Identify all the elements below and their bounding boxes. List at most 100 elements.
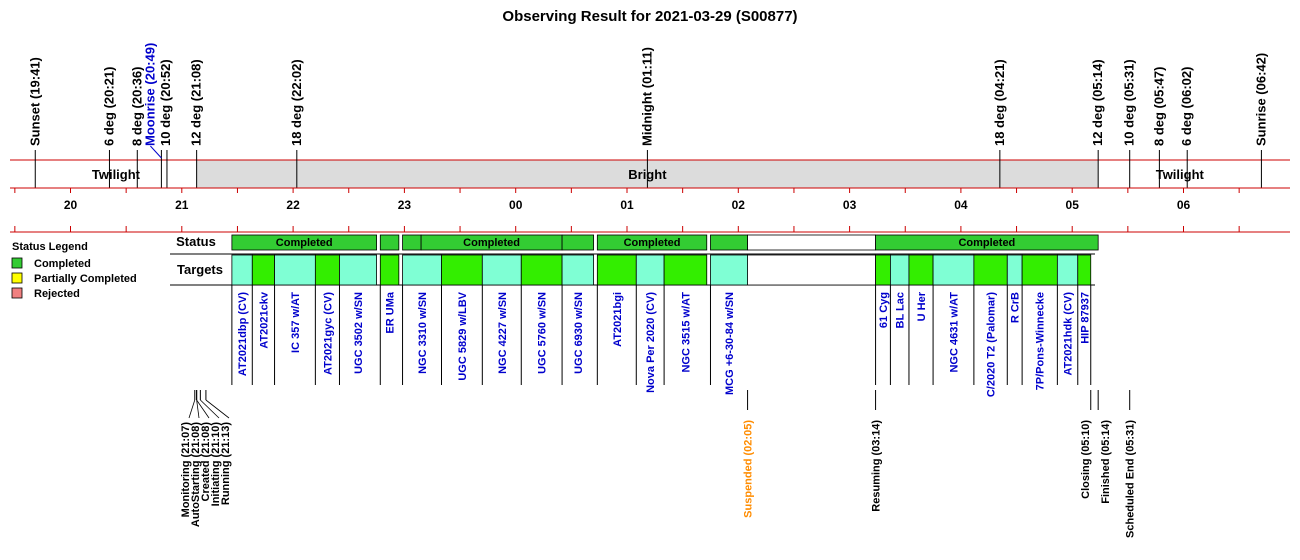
status-label-3: Completed	[463, 237, 520, 249]
sky-period-label-0: Twilight	[92, 167, 141, 182]
ops-label-1: AutoStarting (21:08)	[190, 422, 202, 527]
sky-event-label-4: 10 deg (20:52)	[158, 59, 173, 146]
status-block-2	[402, 234, 422, 251]
sky-event-label-3: Moonrise (20:49)	[142, 43, 157, 146]
target-label-14: MCG +6-30-84 w/SN	[724, 292, 736, 395]
legend-label-0: Completed	[34, 258, 91, 270]
target-block-8	[481, 254, 522, 286]
targets-row-label: Targets	[177, 262, 223, 277]
legend-label-2: Rejected	[34, 288, 80, 300]
target-label-13: NGC 3515 w/AT	[680, 292, 692, 373]
sky-event-label-7: Midnight (01:11)	[639, 47, 654, 146]
target-block-0	[231, 254, 253, 286]
status-legend: Status Legend Completed Partially Complete…	[11, 241, 137, 300]
target-label-18: NGC 4631 w/AT	[948, 292, 960, 373]
sky-period-2	[1098, 160, 1262, 188]
target-label-9: UGC 5760 w/SN	[537, 292, 549, 374]
sky-event-label-10: 10 deg (05:31)	[1122, 59, 1137, 146]
ops-label-7: Closing (05:10)	[1080, 420, 1092, 499]
status-block-7	[747, 234, 876, 251]
status-row: Completed Completed Completed Completed	[231, 234, 1099, 251]
chart-title: Observing Result for 2021-03-29 (S00877)	[502, 8, 797, 25]
hour-tick-label-0: 20	[64, 198, 78, 212]
target-block-16	[890, 254, 910, 286]
target-label-3: AT2021gyc (CV)	[322, 292, 334, 375]
status-label-8: Completed	[958, 237, 1015, 249]
legend-swatch-2	[11, 287, 23, 299]
target-label-10: UGC 6930 w/SN	[573, 292, 585, 374]
operation-events-layer: Monitoring (21:07)AutoStarting (21:08)Cr…	[180, 390, 1137, 538]
target-label-15: 61 Cyg	[878, 292, 890, 328]
ops-leader-0	[188, 399, 196, 419]
target-block-6	[402, 254, 442, 286]
target-block-5	[379, 254, 400, 286]
target-label-1: AT2021ckv	[258, 291, 270, 349]
target-block-2	[274, 254, 316, 286]
target-block-9	[520, 254, 563, 286]
hour-tick-label-7: 03	[843, 198, 857, 212]
target-block-4	[339, 254, 377, 286]
target-block-22	[1056, 254, 1079, 286]
ops-label-0: Monitoring (21:07)	[180, 422, 192, 518]
target-block-12	[635, 254, 665, 286]
target-block-21	[1021, 254, 1058, 286]
sky-event-label-13: Sunrise (06:42)	[1253, 53, 1268, 146]
hour-tick-label-2: 22	[286, 198, 300, 212]
sky-event-label-12: 6 deg (06:02)	[1179, 67, 1194, 146]
target-label-22: AT2021hdk (CV)	[1063, 292, 1075, 376]
status-block-1	[379, 234, 400, 251]
target-block-18	[932, 254, 975, 286]
hour-tick-label-3: 23	[398, 198, 412, 212]
target-label-17: U Her	[916, 291, 928, 321]
ops-label-2: Created (21:08)	[200, 422, 212, 502]
ops-label-3: Initiating (21:10)	[210, 422, 222, 507]
target-block-15	[875, 254, 891, 286]
ops-leader-4	[205, 399, 230, 419]
target-label-6: NGC 3310 w/SN	[417, 292, 429, 374]
target-label-5: ER UMa	[385, 291, 397, 333]
target-block-1	[251, 254, 275, 286]
status-label-5: Completed	[624, 237, 681, 249]
target-label-21: 7P/Pons-Winnecke	[1035, 292, 1047, 390]
status-row-label: Status	[176, 234, 216, 249]
hour-tick-label-9: 05	[1066, 198, 1080, 212]
time-axis: 20 21 22 23 00 01 02 03 04 05 06	[10, 187, 1290, 233]
target-label-23: HIP 87937	[1079, 292, 1091, 344]
status-block-0	[231, 234, 377, 251]
target-block-10	[561, 254, 595, 286]
hour-tick-label-6: 02	[732, 198, 746, 212]
sky-event-label-2: 8 deg (20:36)	[129, 67, 144, 146]
target-block-17	[908, 254, 934, 286]
status-block-4	[561, 234, 595, 251]
ops-label-5: Suspended (02:05)	[743, 420, 755, 518]
ops-leader-3	[200, 399, 220, 419]
hour-tick-label-1: 21	[175, 198, 189, 212]
ops-label-6: Resuming (03:14)	[871, 420, 883, 512]
target-block-13	[663, 254, 708, 286]
legend-swatch-0	[11, 257, 23, 269]
target-block-20	[1006, 254, 1023, 286]
target-label-2: IC 357 w/AT	[290, 292, 302, 353]
target-label-12: Nova Per 2020 (CV)	[645, 292, 657, 393]
sky-period-label-2: Twilight	[1156, 167, 1205, 182]
status-label-0: Completed	[276, 237, 333, 249]
sky-event-label-6: 18 deg (22:02)	[289, 59, 304, 146]
sky-event-label-11: 8 deg (05:47)	[1151, 67, 1166, 146]
target-label-4: UGC 3502 w/SN	[353, 292, 365, 374]
status-block-5	[596, 234, 708, 251]
target-label-8: NGC 4227 w/SN	[497, 292, 509, 374]
ops-leader-2	[196, 399, 210, 419]
sky-period-0	[35, 160, 197, 188]
ops-leader-1	[196, 399, 200, 419]
sky-event-label-0: Sunset (19:41)	[27, 57, 42, 146]
target-block-23	[1077, 254, 1092, 286]
legend-label-1: Partially Completed	[34, 273, 137, 285]
target-label-11: AT2021bgi	[612, 292, 624, 347]
target-label-7: UGC 5829 w/LBV	[457, 291, 469, 380]
sky-event-label-8: 18 deg (04:21)	[992, 59, 1007, 146]
target-block-11	[596, 254, 637, 286]
target-label-19: C/2020 T2 (Palomar)	[986, 292, 998, 397]
status-block-6	[710, 234, 748, 251]
